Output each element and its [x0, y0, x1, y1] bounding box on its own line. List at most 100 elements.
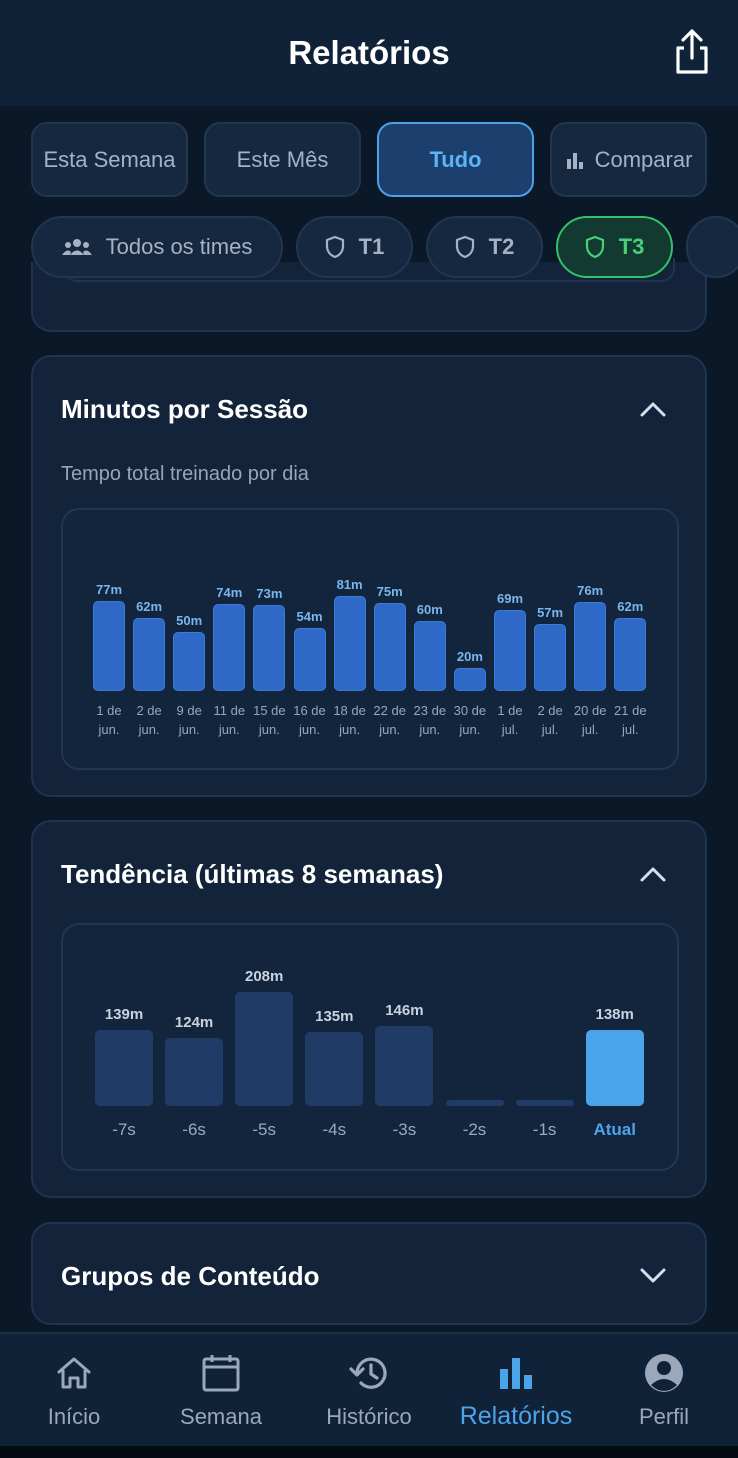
bar-value-label: 138m: [595, 1006, 634, 1024]
content-groups-card[interactable]: Grupos de Conteúdo: [31, 1222, 707, 1325]
x-axis-label: 1 de jul.: [497, 703, 523, 737]
chart-bar: [173, 632, 206, 691]
team-chip-label: T1: [358, 234, 385, 259]
x-axis-label: -3s: [392, 1120, 417, 1139]
nav-label: Início: [47, 1404, 101, 1429]
x-axis-label: 18 de jun.: [333, 703, 366, 737]
bar-value-label: 124m: [174, 1014, 214, 1032]
nav-item-perfil[interactable]: Perfil: [590, 1334, 738, 1448]
team-chip-t1[interactable]: T1: [296, 216, 413, 278]
nav-label: Perfil: [638, 1404, 690, 1429]
team-chip-label: T3: [618, 234, 645, 259]
team-chip-all[interactable]: Todos os times: [31, 216, 283, 278]
chart-bar: [213, 604, 246, 691]
chart-bar: [453, 667, 486, 691]
bar-value-label: 135m: [315, 1008, 354, 1025]
range-chip-label: Comparar: [594, 146, 693, 172]
bar-value-label: 57m: [537, 605, 564, 621]
chart-bar: [305, 1032, 364, 1106]
chart-bar: [373, 603, 406, 691]
daily-minutes-chart: 77m 1 de jun. 62m 2 de jun. 50m 9 de jun. 74m 11 d…: [61, 508, 679, 770]
profile-icon: [645, 1354, 683, 1392]
range-chip-comparar[interactable]: Comparar: [550, 122, 707, 197]
bar-value-label: 20m: [456, 648, 483, 664]
x-axis-label: Atual: [593, 1120, 636, 1139]
x-axis-label: 30 de jun.: [453, 703, 487, 737]
bar-value-label: 62m: [617, 599, 644, 615]
bar-value-label: 74m: [216, 585, 243, 601]
x-axis-label: 2 de jun.: [136, 703, 162, 737]
nav-label: Relatórios: [459, 1402, 573, 1430]
bar-value-label: 76m: [577, 582, 604, 598]
bar-value-label: 73m: [256, 586, 283, 602]
range-chip-este-mes[interactable]: Este Mês: [204, 122, 361, 197]
bar-value-label: 75m: [376, 584, 403, 600]
shield-icon: [455, 235, 474, 259]
team-chip-label: T2: [488, 234, 515, 259]
chevron-up-icon[interactable]: [639, 865, 667, 883]
chart-bar: [494, 610, 526, 691]
system-bar: [0, 1446, 738, 1458]
x-axis-label: 11 de jun.: [213, 703, 246, 737]
chart-bar: [165, 1038, 224, 1106]
chart-bar: [534, 624, 567, 691]
nav-item-semana[interactable]: Semana: [147, 1334, 295, 1448]
bar-value-label: 69m: [496, 591, 524, 607]
shield-icon: [585, 235, 604, 259]
chart-bar: [375, 1025, 434, 1106]
bar-value-label: 81m: [336, 577, 363, 592]
nav-label: Semana: [180, 1404, 262, 1429]
chart-bar: [574, 601, 607, 691]
nav-item-inicio[interactable]: Início: [0, 1334, 148, 1448]
x-axis-label: 2 de jul.: [537, 703, 563, 737]
range-chip-esta-semana[interactable]: Esta Semana: [31, 122, 188, 197]
page-title: Relatórios: [288, 34, 450, 71]
chart-bar: [445, 1100, 504, 1106]
bar-value-label: 54m: [296, 608, 323, 624]
nav-label: Histórico: [326, 1404, 412, 1429]
bar-value-label: 208m: [245, 968, 284, 985]
card-title: Minutos por Sessão: [61, 394, 309, 424]
range-chip-tudo[interactable]: Tudo: [377, 122, 534, 197]
x-axis-label: 9 de jun.: [176, 703, 202, 737]
chart-bar: [235, 992, 294, 1106]
chart-bar: [585, 1030, 644, 1106]
weekly-trend-chart: 139m -7s 124m -6s 208m -5s 135m -4s 146m -3s -2s -1…: [61, 923, 679, 1171]
calendar-icon: [202, 1355, 240, 1392]
share-icon[interactable]: [674, 28, 710, 76]
x-axis-label: -7s: [112, 1120, 136, 1139]
x-axis-label: 16 de jun.: [293, 703, 326, 737]
x-axis-label: 1 de jun.: [96, 703, 122, 737]
team-chip-t2[interactable]: T2: [426, 216, 543, 278]
team-chip-t3[interactable]: T3: [556, 216, 673, 278]
x-axis-label: 22 de jun.: [373, 703, 406, 737]
bar-value-label: 146m: [385, 1001, 424, 1019]
bottom-navigation: Início Semana Histórico Relatórios: [0, 1332, 738, 1446]
team-chip-label: Todos os times: [105, 234, 253, 259]
chevron-up-icon[interactable]: [639, 400, 667, 418]
nav-item-relatorios[interactable]: Relatórios: [442, 1334, 590, 1448]
group-icon: [61, 239, 92, 255]
x-axis-label: -6s: [182, 1120, 206, 1139]
team-chip-more[interactable]: [686, 216, 738, 278]
team-filter-row: Todos os times T1 T2 T3: [31, 216, 738, 278]
history-icon: [349, 1357, 387, 1389]
nav-item-historico[interactable]: Histórico: [295, 1334, 443, 1448]
chevron-down-icon[interactable]: [639, 1267, 667, 1285]
trend-card: Tendência (últimas 8 semanas) 139m -7s 124…: [31, 820, 707, 1198]
chart-bar: [293, 627, 326, 691]
app-header: Relatórios: [0, 0, 738, 106]
x-axis-label: 21 de jul.: [614, 703, 647, 737]
chart-bar: [133, 618, 166, 691]
card-title: Tendência (últimas 8 semanas): [61, 859, 444, 889]
card-title: Grupos de Conteúdo: [61, 1261, 320, 1291]
chart-bar: [253, 605, 286, 691]
card-subtitle: Tempo total treinado por dia: [61, 463, 309, 485]
range-filter-row: Esta Semana Este Mês Tudo Comparar: [31, 122, 707, 197]
x-axis-label: -1s: [532, 1120, 557, 1139]
home-icon: [57, 1357, 91, 1389]
bar-value-label: 139m: [104, 1005, 144, 1023]
chart-bar: [614, 618, 647, 691]
x-axis-label: 15 de jun.: [253, 703, 286, 737]
range-chip-label: Tudo: [429, 146, 482, 172]
